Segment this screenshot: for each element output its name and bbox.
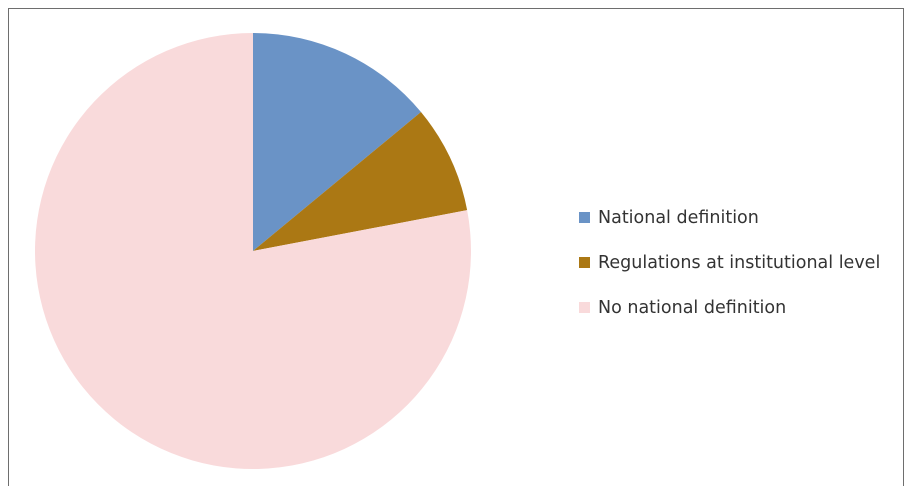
pie-slice-regulations-at-institutional-level: [253, 112, 468, 252]
chart-frame: National definition Regulations at instit…: [8, 8, 904, 486]
legend-item: No national definition: [579, 285, 880, 330]
chart-legend: National definition Regulations at instit…: [579, 195, 880, 330]
pie-chart: [34, 33, 471, 469]
legend-swatch: [579, 212, 590, 223]
legend-item: National definition: [579, 195, 880, 240]
legend-swatch: [579, 257, 590, 268]
pie-slice-national-definition: [253, 33, 421, 251]
legend-label: National definition: [598, 207, 759, 228]
legend-swatch: [579, 302, 590, 313]
legend-label: No national definition: [598, 297, 787, 318]
legend-item: Regulations at institutional level: [579, 240, 880, 285]
legend-label: Regulations at institutional level: [598, 252, 881, 273]
pie-slice-no-national-definition: [34, 33, 471, 469]
